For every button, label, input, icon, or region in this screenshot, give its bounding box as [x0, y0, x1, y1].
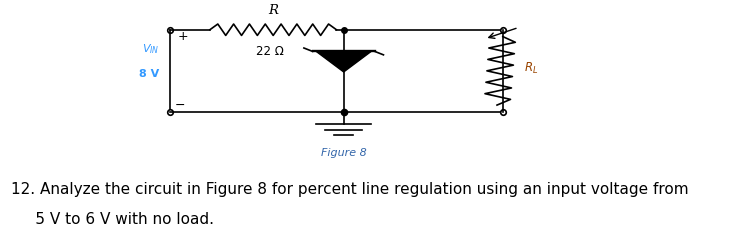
Text: +: +	[177, 30, 188, 43]
Text: 5 V to 6 V with no load.: 5 V to 6 V with no load.	[11, 212, 214, 227]
Text: R: R	[268, 4, 278, 17]
Polygon shape	[316, 51, 371, 72]
Text: 12. Analyze the circuit in Figure 8 for percent line regulation using an input v: 12. Analyze the circuit in Figure 8 for …	[11, 182, 689, 197]
Text: 8 V: 8 V	[139, 69, 159, 79]
Text: −: −	[174, 99, 185, 112]
Text: Figure 8: Figure 8	[321, 148, 367, 158]
Text: 22 Ω: 22 Ω	[255, 45, 283, 58]
Text: $R_L$: $R_L$	[525, 61, 539, 76]
Text: $V_{IN}$: $V_{IN}$	[142, 42, 159, 56]
